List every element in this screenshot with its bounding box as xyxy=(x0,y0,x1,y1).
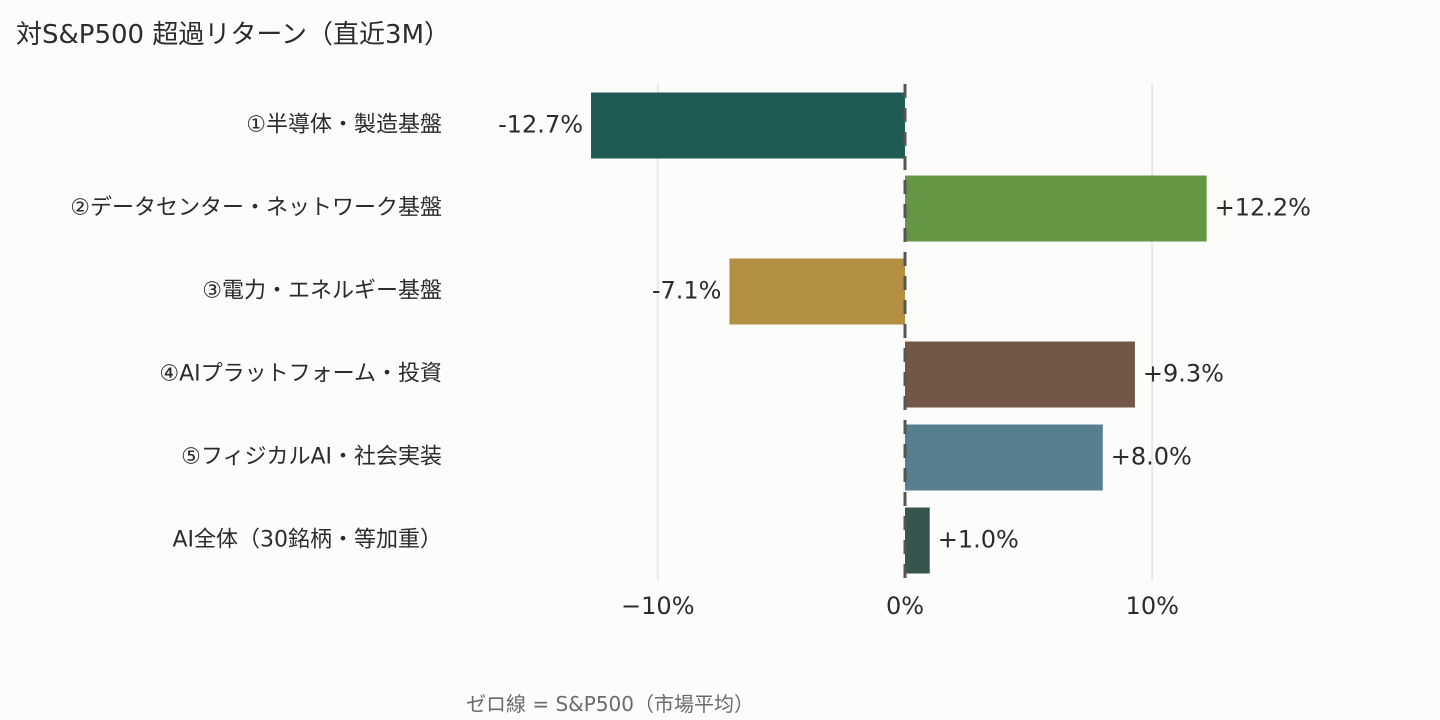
bar xyxy=(729,258,905,325)
bar xyxy=(591,92,905,159)
x-tick-label: 0% xyxy=(886,592,924,620)
category-label: ⑤フィジカルAI・社会実装 xyxy=(181,445,442,470)
value-label: -12.7% xyxy=(498,111,583,139)
category-label: ②データセンター・ネットワーク基盤 xyxy=(70,196,442,221)
value-label: +9.3% xyxy=(1143,360,1224,388)
value-label: -7.1% xyxy=(652,277,722,305)
bar xyxy=(905,175,1207,242)
bar xyxy=(905,424,1103,491)
x-tick-label: 10% xyxy=(1126,592,1179,620)
chart-title: 対S&P500 超過リターン（直近3M） xyxy=(16,20,451,50)
value-label: +12.2% xyxy=(1215,194,1311,222)
value-label: +8.0% xyxy=(1111,443,1192,471)
zero-line-note: ゼロ線 = S&P500（市場平均） xyxy=(466,692,754,716)
category-label: AI全体（30銘柄・等加重） xyxy=(172,528,442,553)
category-label: ①半導体・製造基盤 xyxy=(246,113,442,138)
bar xyxy=(905,507,930,574)
x-tick-label: −10% xyxy=(621,592,694,620)
category-label: ④AIプラットフォーム・投資 xyxy=(159,362,442,387)
bar-chart: ①半導体・製造基盤 -12.7% ②データセンター・ネットワーク基盤 +12.2% ③電… xyxy=(70,84,1311,620)
value-label: +1.0% xyxy=(938,526,1019,554)
bar xyxy=(905,341,1135,408)
category-label: ③電力・エネルギー基盤 xyxy=(202,279,442,304)
